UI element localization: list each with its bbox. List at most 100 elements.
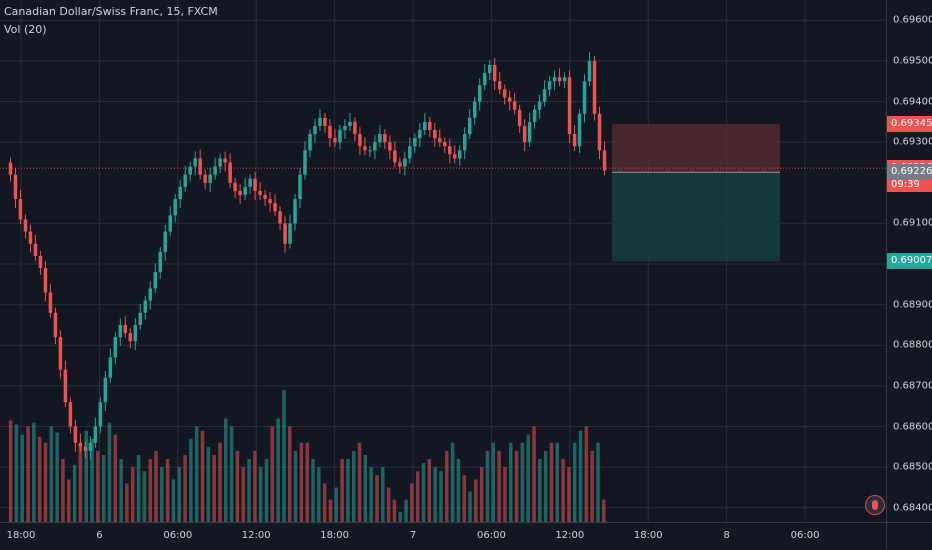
candle-body (502, 89, 507, 98)
volume-bar (171, 479, 176, 522)
time-axis[interactable]: 18:00 6 06:00 12:00 18:00 7 06:00 12:00 18:00 8 06… (0, 522, 886, 550)
price-axis[interactable]: 0.69600 0.69500 0.69400 0.69300 0.69100 0.690… (886, 0, 932, 522)
candle-body (263, 194, 267, 200)
candle-body (288, 223, 292, 244)
candle-body (228, 162, 232, 183)
candle-body (592, 60, 597, 114)
candlestick-chart (0, 0, 886, 522)
candle-body (98, 402, 103, 427)
price-chart-area[interactable]: Canadian Dollar/Swiss Franc, 15, FXCM Vo… (0, 0, 886, 522)
candle-body (293, 199, 297, 224)
price-tick-label: 0.69600 (893, 14, 932, 26)
volume-bar (311, 459, 315, 522)
candle-body (587, 60, 592, 82)
volume-bar (125, 483, 129, 522)
candle-body (63, 369, 68, 403)
candle-body (218, 158, 222, 167)
volume-bar (165, 459, 170, 522)
volume-bar (485, 450, 490, 522)
volume-bar (305, 442, 309, 522)
volume-bar (67, 479, 71, 522)
volume-bar (107, 422, 112, 522)
volume-bar (334, 487, 339, 522)
volume-bar (410, 483, 414, 522)
candle-body (403, 158, 407, 167)
candle-body (208, 174, 212, 183)
candle-body (457, 150, 462, 159)
candle-body (532, 109, 537, 122)
volume-bar (590, 450, 594, 522)
volume-bar (183, 454, 187, 522)
candle-body (482, 73, 487, 86)
candle-body (23, 219, 28, 232)
candle-body (492, 64, 497, 82)
volume-bar (253, 450, 257, 522)
candle-body (198, 158, 202, 175)
candle-body (373, 142, 377, 151)
volume-bar (543, 450, 548, 522)
volume-bar (194, 426, 199, 522)
volume-bar (212, 454, 216, 522)
time-tick-label: 12:00 (555, 530, 585, 541)
volume-bar (456, 459, 461, 522)
candle-body (53, 312, 58, 338)
candle-body (318, 117, 322, 126)
volume-bar (526, 434, 530, 522)
volume-bar (55, 432, 59, 522)
volume-bar (398, 511, 403, 522)
time-tick-label: 12:00 (241, 530, 271, 541)
candle-body (168, 215, 172, 232)
volume-bar (514, 450, 519, 522)
volume-bar (538, 459, 542, 522)
candle-body (418, 129, 422, 139)
symbol-legend[interactable]: Canadian Dollar/Swiss Franc, 15, FXCM (4, 5, 218, 18)
volume-bar (340, 459, 344, 522)
candle-body (268, 199, 272, 204)
volume-bar (96, 450, 100, 522)
volume-bar (572, 442, 577, 522)
target-price-tag: 0.69007 (887, 253, 932, 270)
candle-body (413, 138, 417, 147)
volume-bar (322, 483, 327, 522)
candle-body (393, 150, 397, 163)
price-tick-label: 0.69300 (893, 136, 932, 148)
volume-bar (26, 426, 30, 522)
volume-bar (433, 467, 437, 522)
volume-bar (177, 467, 182, 522)
candle-body (303, 150, 307, 175)
candle-body (13, 174, 18, 200)
volume-bar (200, 430, 205, 522)
candle-body (103, 377, 108, 403)
volume-bar (282, 389, 286, 522)
volume-bar (276, 418, 280, 522)
record-icon[interactable] (865, 495, 885, 515)
volume-bar (578, 430, 583, 522)
volume-bar (462, 475, 466, 522)
candle-body (313, 125, 317, 135)
candle-body (323, 117, 327, 126)
candle-body (178, 186, 182, 200)
time-tick-label: 6 (96, 530, 103, 541)
candle-body (138, 312, 143, 325)
volume-bar (101, 454, 106, 522)
candle-body (278, 211, 282, 224)
candle-body (527, 121, 532, 143)
volume-legend[interactable]: Vol (20) (4, 23, 47, 36)
volume-bar (474, 479, 478, 522)
candle-body (562, 77, 567, 82)
volume-bar (258, 467, 263, 522)
candle-body (273, 203, 277, 212)
candle-body (443, 142, 447, 147)
volume-bar (14, 424, 19, 522)
candle-body (602, 150, 607, 171)
candle-body (163, 231, 167, 252)
volume-bar (381, 467, 385, 522)
candle-body (368, 150, 372, 152)
candle-body (472, 101, 477, 118)
volume-bar (270, 426, 275, 522)
volume-bar (293, 450, 298, 522)
entry-price-tag: 0.69226 (887, 164, 932, 181)
candle-body (113, 337, 118, 358)
candle-body (517, 109, 522, 126)
candle-body (233, 182, 237, 191)
